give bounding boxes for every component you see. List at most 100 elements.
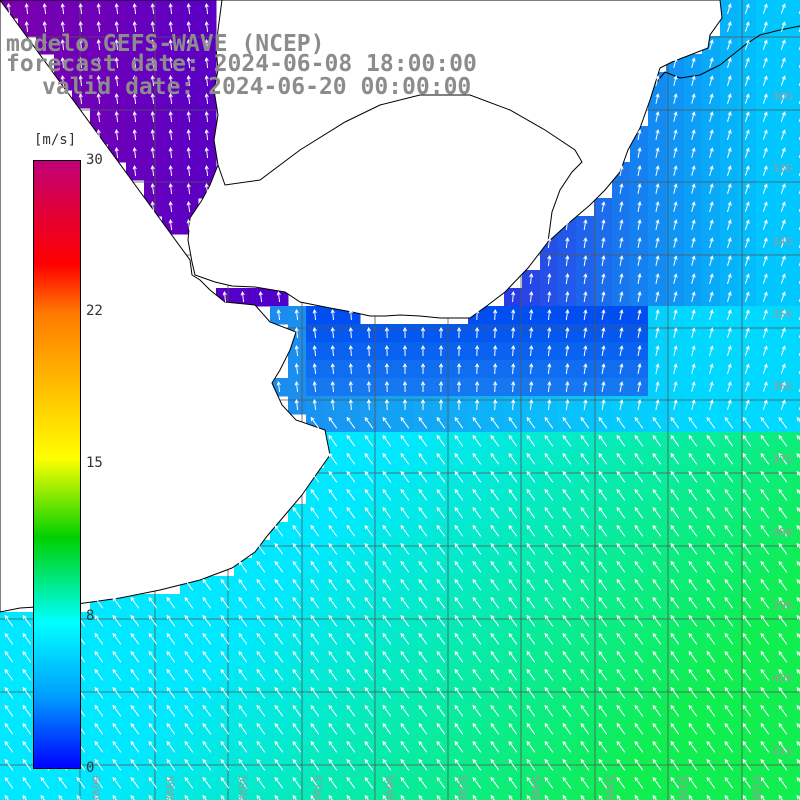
wind-arrow xyxy=(258,290,263,303)
wind-arrow xyxy=(148,614,158,627)
wind-arrow xyxy=(526,614,536,627)
lon-label: 51W xyxy=(750,775,763,800)
wind-arrow xyxy=(60,56,65,69)
wind-arrow xyxy=(670,704,680,717)
lon-label: 60W xyxy=(89,775,102,800)
wind-cell xyxy=(342,792,361,800)
wind-cell xyxy=(792,54,800,73)
wind-arrow xyxy=(112,596,122,609)
wind-arrow xyxy=(238,776,248,789)
wind-arrow xyxy=(780,309,786,320)
wind-arrow xyxy=(348,326,353,339)
wind-arrow xyxy=(256,776,266,789)
wind-arrow xyxy=(616,776,626,789)
wind-arrow xyxy=(706,632,716,645)
wind-arrow xyxy=(778,506,788,519)
wind-arrow xyxy=(274,632,284,645)
wind-arrow xyxy=(778,416,788,429)
wind-arrow xyxy=(637,291,642,302)
wind-arrow xyxy=(472,596,482,609)
wind-arrow xyxy=(310,578,320,591)
wind-arrow xyxy=(796,614,800,621)
wind-arrow xyxy=(760,704,770,717)
wind-arrow xyxy=(22,614,32,627)
wind-arrow xyxy=(655,111,660,123)
wind-arrow xyxy=(598,524,608,537)
wind-arrow xyxy=(780,381,786,392)
wind-arrow xyxy=(724,614,734,627)
wind-arrow xyxy=(724,416,734,429)
wind-arrow xyxy=(727,291,732,302)
wind-arrow xyxy=(762,93,768,104)
wind-arrow xyxy=(472,506,482,519)
wind-arrow xyxy=(493,326,498,339)
wind-arrow xyxy=(727,93,732,104)
wind-arrow xyxy=(400,488,410,501)
wind-arrow xyxy=(619,327,624,338)
wind-arrow xyxy=(346,704,356,717)
wind-arrow xyxy=(511,380,516,393)
wind-cell xyxy=(108,792,127,800)
wind-arrow xyxy=(490,452,500,465)
wind-arrow xyxy=(364,794,369,800)
wind-arrow xyxy=(400,470,410,483)
wind-arrow xyxy=(400,416,410,429)
wind-arrow xyxy=(670,686,680,699)
lon-label: 56W xyxy=(383,775,396,800)
wind-arrow xyxy=(580,470,590,483)
wind-arrow xyxy=(238,740,248,753)
wind-arrow xyxy=(706,776,716,789)
wind-cell xyxy=(36,792,55,800)
wind-arrow xyxy=(724,596,734,609)
wind-arrow xyxy=(256,560,266,573)
wind-arrow xyxy=(655,291,660,303)
wind-arrow xyxy=(94,740,104,753)
wind-arrow xyxy=(762,201,768,212)
wind-arrow xyxy=(744,327,750,338)
wind-arrow xyxy=(4,758,14,771)
wind-arrow xyxy=(186,200,191,213)
wind-arrow xyxy=(96,56,101,69)
wind-arrow xyxy=(474,308,480,321)
wind-arrow xyxy=(202,686,212,699)
wind-cell xyxy=(792,702,800,721)
wind-arrow xyxy=(94,686,104,699)
wind-arrow xyxy=(562,416,572,429)
wind-arrow xyxy=(691,111,696,122)
wind-arrow xyxy=(619,273,624,284)
wind-arrow xyxy=(709,75,714,86)
wind-arrow xyxy=(310,416,320,429)
wind-arrow xyxy=(598,578,608,591)
colorbar-tick-0: 0 xyxy=(86,760,95,776)
wind-arrow xyxy=(96,20,101,33)
wind-cell xyxy=(792,666,800,685)
wind-arrows xyxy=(4,2,800,800)
wind-arrow xyxy=(634,542,644,555)
wind-arrow xyxy=(709,93,714,104)
wind-arrow xyxy=(780,75,786,86)
wind-arrow xyxy=(727,201,732,212)
wind-arrow xyxy=(637,309,642,320)
wind-arrow xyxy=(166,668,176,681)
wind-arrow xyxy=(418,416,428,429)
wind-arrow xyxy=(673,345,678,356)
wind-arrow xyxy=(382,488,392,501)
wind-arrow xyxy=(22,722,32,735)
wind-arrow xyxy=(256,578,266,591)
wind-arrow xyxy=(744,399,750,410)
wind-arrow xyxy=(673,57,678,68)
wind-arrow xyxy=(724,686,734,699)
wind-arrow xyxy=(655,399,660,411)
wind-arrow xyxy=(382,614,392,627)
wind-arrow xyxy=(508,560,518,573)
wind-arrow xyxy=(4,686,14,699)
wind-cell xyxy=(792,378,800,397)
wind-arrow xyxy=(472,524,482,537)
wind-arrow xyxy=(454,668,464,681)
wind-arrow xyxy=(616,668,626,681)
wind-arrow xyxy=(474,380,480,393)
wind-arrow xyxy=(328,650,338,663)
wind-arrow xyxy=(796,794,800,800)
wind-arrow xyxy=(310,614,320,627)
wind-cell xyxy=(792,396,800,415)
